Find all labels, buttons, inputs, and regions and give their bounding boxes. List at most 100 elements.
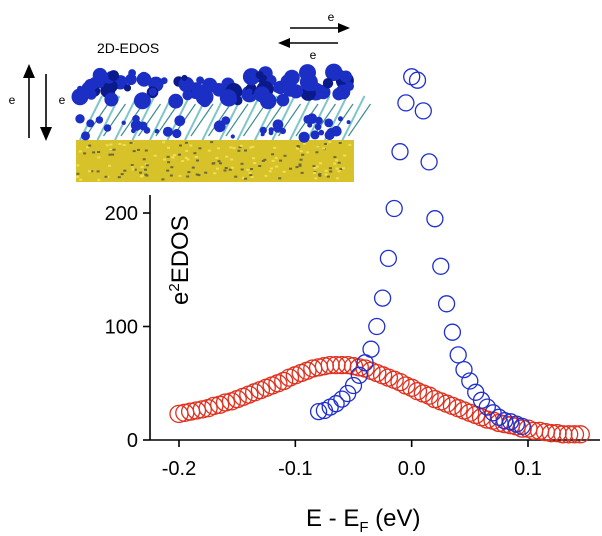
inset-stick xyxy=(201,95,226,141)
inset-texture xyxy=(219,162,222,165)
inset-blob xyxy=(121,120,126,126)
inset-stick xyxy=(236,95,261,141)
inset-texture xyxy=(230,158,234,161)
inset-texture xyxy=(178,153,181,156)
inset-blob xyxy=(303,115,313,124)
x-tick-label: -0.1 xyxy=(278,458,312,480)
data-point xyxy=(274,371,294,391)
inset-texture xyxy=(142,158,146,161)
inset-texture xyxy=(79,178,83,181)
inset-blob xyxy=(309,85,316,92)
inset-blob xyxy=(246,88,253,95)
inset-texture xyxy=(337,161,341,164)
data-point xyxy=(437,295,456,313)
inset-texture xyxy=(271,153,275,156)
inset-blob xyxy=(282,81,298,97)
inset-texture xyxy=(315,165,319,168)
inset-texture xyxy=(197,174,201,177)
inset-texture xyxy=(204,171,208,174)
inset-texture xyxy=(144,168,147,171)
inset-texture xyxy=(274,157,278,160)
inset-blob xyxy=(318,84,327,93)
data-point xyxy=(344,376,363,395)
inset-texture xyxy=(194,156,198,158)
inset-texture xyxy=(117,176,121,179)
inset-blob xyxy=(88,77,101,89)
inset-blob xyxy=(261,75,267,81)
data-point xyxy=(390,372,410,392)
inset-blob xyxy=(154,128,160,134)
inset-texture xyxy=(289,167,292,170)
y-tick-label: 0 xyxy=(127,430,138,452)
inset-texture xyxy=(324,143,328,145)
data-point xyxy=(403,68,421,86)
inset-texture xyxy=(105,144,109,147)
inset-texture xyxy=(232,147,236,150)
inset-stick xyxy=(313,103,336,137)
inset-texture xyxy=(153,154,157,157)
inset-texture xyxy=(207,149,211,152)
inset-blob xyxy=(104,92,119,107)
inset-texture xyxy=(223,169,227,172)
inset-texture xyxy=(88,170,92,173)
data-point xyxy=(564,425,585,444)
inset-yellow-layer xyxy=(76,140,354,182)
inset-blob xyxy=(332,87,346,101)
data-point xyxy=(559,425,579,444)
inset-texture xyxy=(296,145,300,147)
inset-texture xyxy=(298,163,302,166)
inset-texture xyxy=(251,145,255,148)
data-point xyxy=(419,386,439,405)
inset-blob xyxy=(162,126,173,137)
inset-texture xyxy=(145,174,149,177)
inset-blob xyxy=(172,128,182,139)
inset-stick xyxy=(131,95,156,141)
inset-texture xyxy=(249,174,253,177)
inset-texture xyxy=(76,164,80,167)
inset-texture xyxy=(167,161,171,164)
inset-stick xyxy=(120,103,144,137)
inset-texture xyxy=(215,157,219,159)
inset-texture xyxy=(161,178,165,181)
inset-blob xyxy=(95,71,103,79)
arrow-down-label: e xyxy=(59,93,66,107)
inset-texture xyxy=(145,164,149,167)
inset-texture xyxy=(246,168,250,171)
y-ticks: 0 100 200 xyxy=(105,203,150,452)
inset-texture xyxy=(337,170,341,173)
inset-texture xyxy=(130,164,134,167)
data-point xyxy=(496,412,514,430)
inset-texture xyxy=(263,158,267,161)
inset-texture xyxy=(193,152,197,155)
inset-texture xyxy=(178,175,182,177)
inset-texture xyxy=(97,151,101,153)
inset-stick xyxy=(190,103,214,137)
inset-texture xyxy=(316,145,320,148)
inset-texture xyxy=(314,177,318,180)
x-axis-label: E - EF (eV) xyxy=(306,505,421,536)
inset-texture xyxy=(252,157,256,160)
inset-texture xyxy=(273,146,277,149)
inset-texture xyxy=(249,146,253,149)
inset-texture xyxy=(76,172,80,175)
data-point xyxy=(379,249,398,268)
inset-texture xyxy=(109,143,113,146)
inset-texture xyxy=(271,159,275,162)
inset-blob xyxy=(276,123,283,129)
inset-texture xyxy=(97,178,101,181)
inset-blob xyxy=(242,68,261,86)
inset-blob xyxy=(108,70,119,81)
data-point xyxy=(391,143,409,161)
data-point xyxy=(373,289,392,307)
x-tick-label: 0.1 xyxy=(514,458,542,480)
inset-texture xyxy=(211,162,215,165)
inset-texture xyxy=(315,151,319,154)
inset-blob xyxy=(86,89,97,100)
inset-blob xyxy=(75,114,85,124)
inset-texture xyxy=(108,164,111,167)
inset-texture xyxy=(166,169,170,172)
inset-texture xyxy=(253,162,257,165)
inset-texture xyxy=(301,153,305,156)
inset-texture xyxy=(179,144,182,147)
inset-texture xyxy=(324,169,328,172)
